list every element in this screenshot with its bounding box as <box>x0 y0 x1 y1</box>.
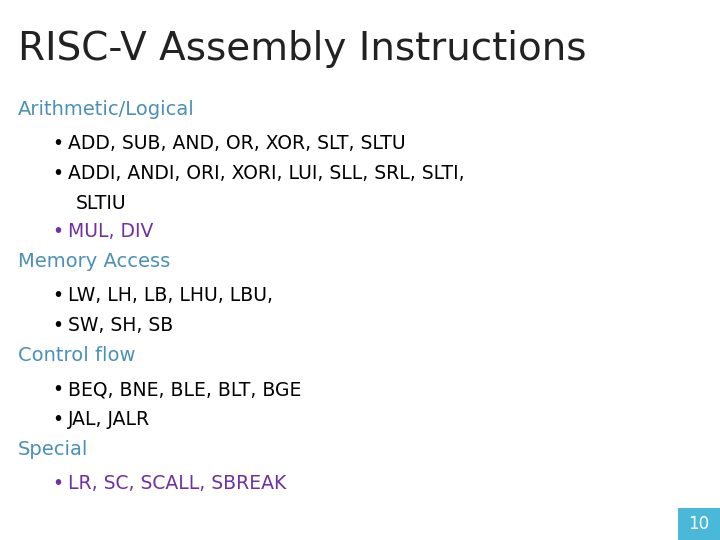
Text: LR, SC, SCALL, SBREAK: LR, SC, SCALL, SBREAK <box>68 474 287 493</box>
Text: ADD, SUB, AND, OR, XOR, SLT, SLTU: ADD, SUB, AND, OR, XOR, SLT, SLTU <box>68 134 405 153</box>
Bar <box>678 508 720 540</box>
Text: Arithmetic/Logical: Arithmetic/Logical <box>18 100 194 119</box>
Text: Special: Special <box>18 440 89 459</box>
Text: BEQ, BNE, BLE, BLT, BGE: BEQ, BNE, BLE, BLT, BGE <box>68 380 302 399</box>
Text: LW, LH, LB, LHU, LBU,: LW, LH, LB, LHU, LBU, <box>68 286 273 305</box>
Text: ADDI, ANDI, ORI, XORI, LUI, SLL, SRL, SLTI,: ADDI, ANDI, ORI, XORI, LUI, SLL, SRL, SL… <box>68 164 464 183</box>
Text: •: • <box>52 286 63 305</box>
Text: MUL, DIV: MUL, DIV <box>68 222 153 241</box>
Text: SW, SH, SB: SW, SH, SB <box>68 316 174 335</box>
Text: Control flow: Control flow <box>18 346 135 365</box>
Text: RISC-V Assembly Instructions: RISC-V Assembly Instructions <box>18 30 587 68</box>
Text: 10: 10 <box>688 515 710 533</box>
Text: •: • <box>52 164 63 183</box>
Text: Memory Access: Memory Access <box>18 252 170 271</box>
Text: SLTIU: SLTIU <box>76 194 127 213</box>
Text: •: • <box>52 474 63 493</box>
Text: •: • <box>52 222 63 241</box>
Text: JAL, JALR: JAL, JALR <box>68 410 150 429</box>
Text: •: • <box>52 134 63 153</box>
Text: •: • <box>52 316 63 335</box>
Text: •: • <box>52 380 63 399</box>
Text: •: • <box>52 410 63 429</box>
